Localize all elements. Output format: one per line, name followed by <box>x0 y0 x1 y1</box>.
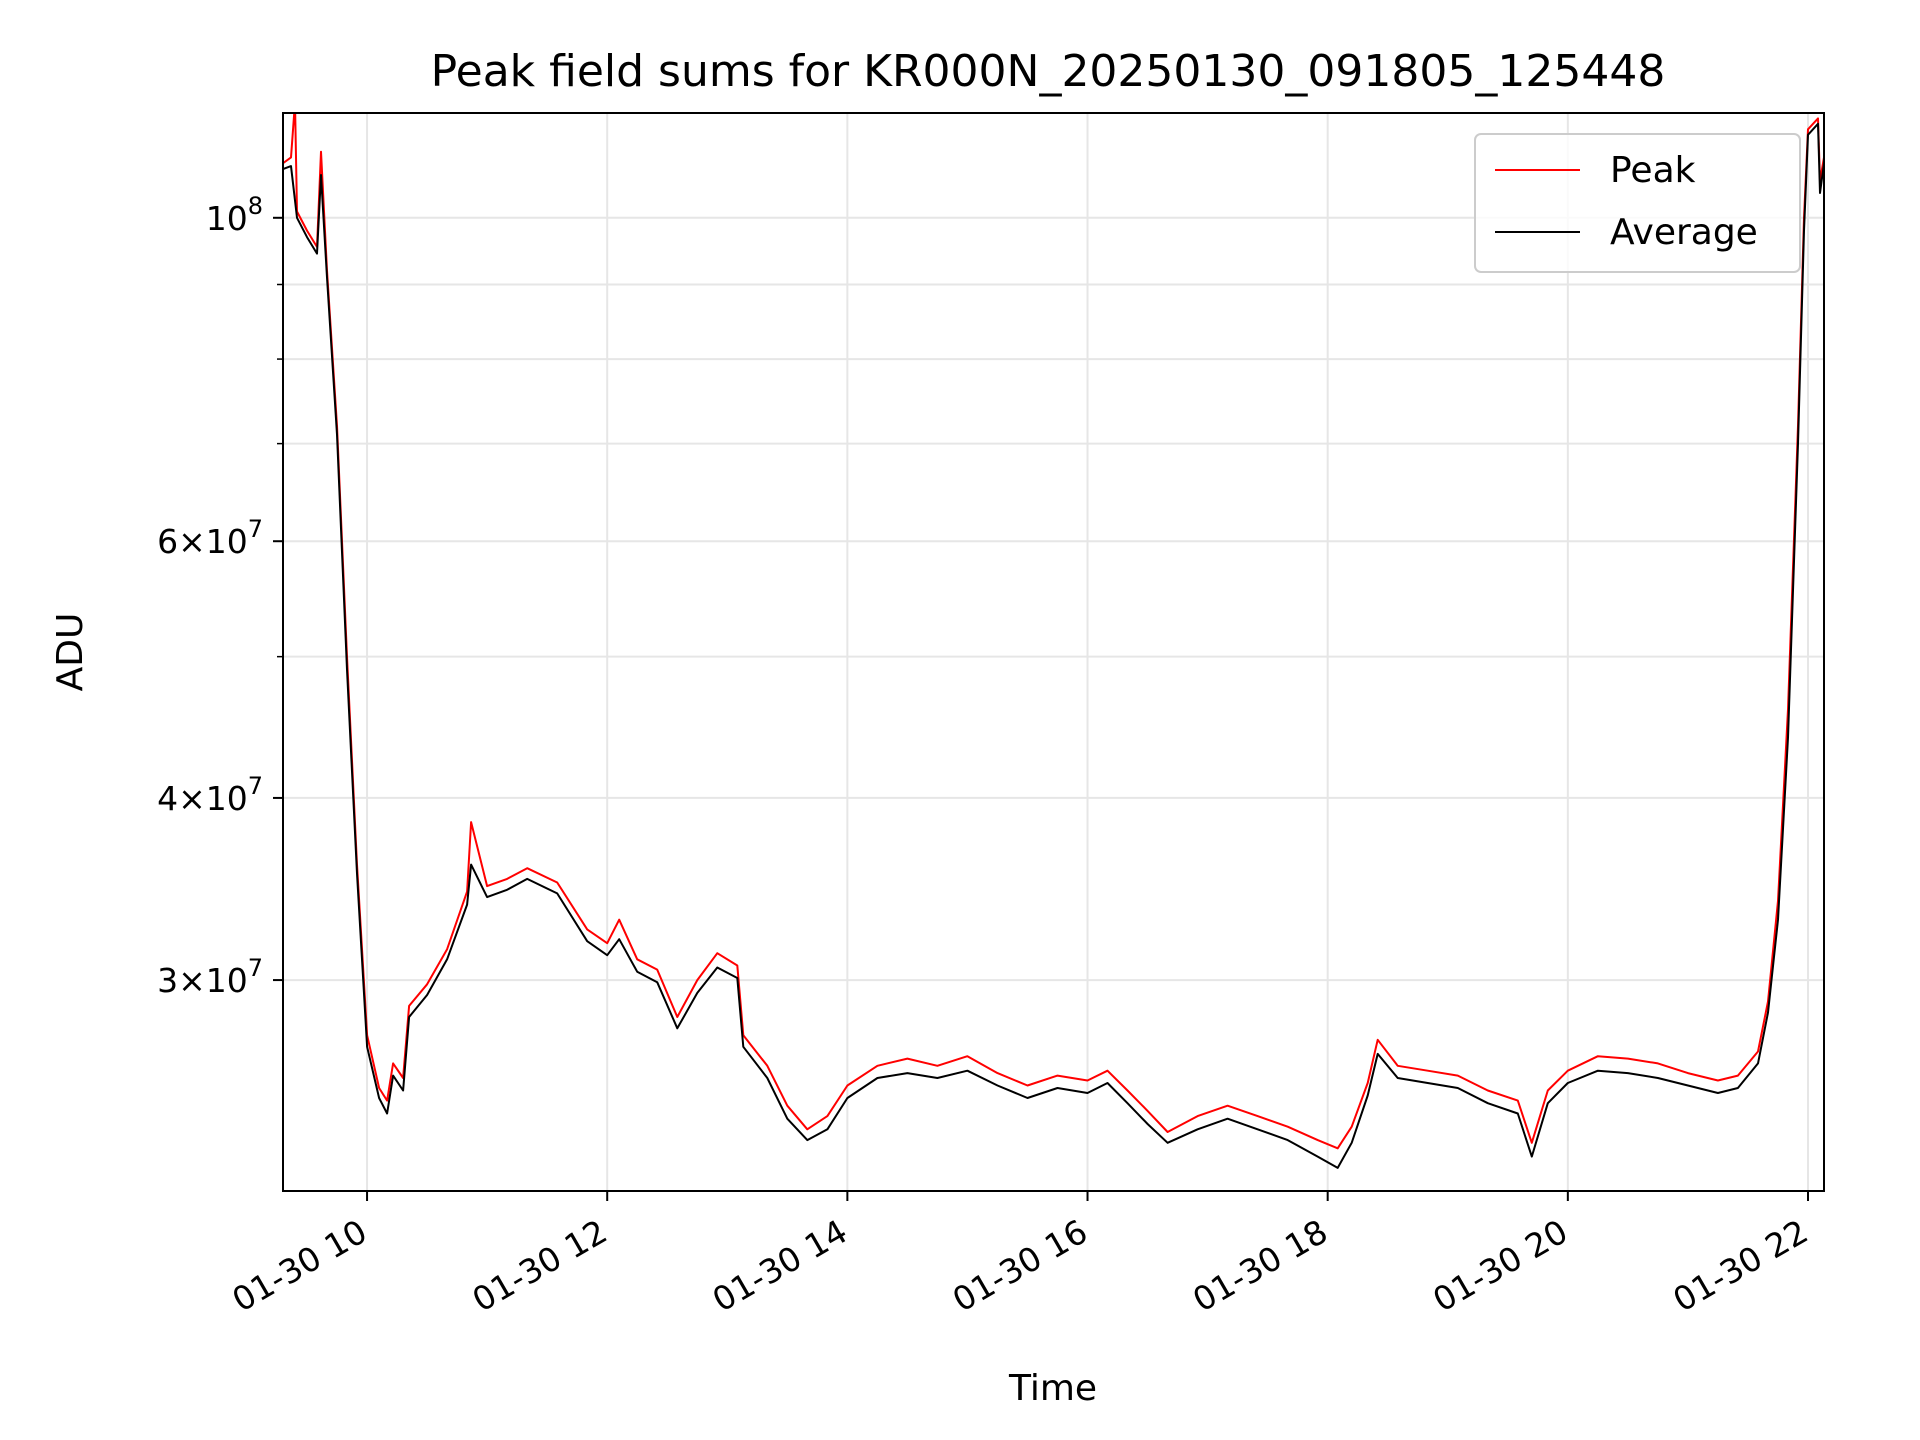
y-axis: 108 6×107 4×107 3×107 <box>157 192 283 1000</box>
legend: Peak Average <box>1474 133 1801 273</box>
y-axis-label: ADU <box>50 613 91 692</box>
y-tick-label: 4×107 <box>157 772 263 818</box>
series-group <box>283 113 1824 1169</box>
chart-title: Peak field sums for KR000N_20250130_0918… <box>431 46 1666 97</box>
y-tick-label: 108 <box>206 192 263 238</box>
grid-lines <box>283 113 1824 1191</box>
y-tick-label: 3×107 <box>157 954 263 1000</box>
plot-frame <box>282 112 1825 1192</box>
legend-label-average: Average <box>1610 212 1758 253</box>
series-line-average <box>283 122 1824 1169</box>
legend-box <box>1474 133 1801 273</box>
series-line-peak <box>283 113 1824 1150</box>
legend-label-peak: Peak <box>1610 150 1696 191</box>
y-tick-label: 6×107 <box>157 515 263 561</box>
x-axis-label: Time <box>1008 1368 1097 1409</box>
